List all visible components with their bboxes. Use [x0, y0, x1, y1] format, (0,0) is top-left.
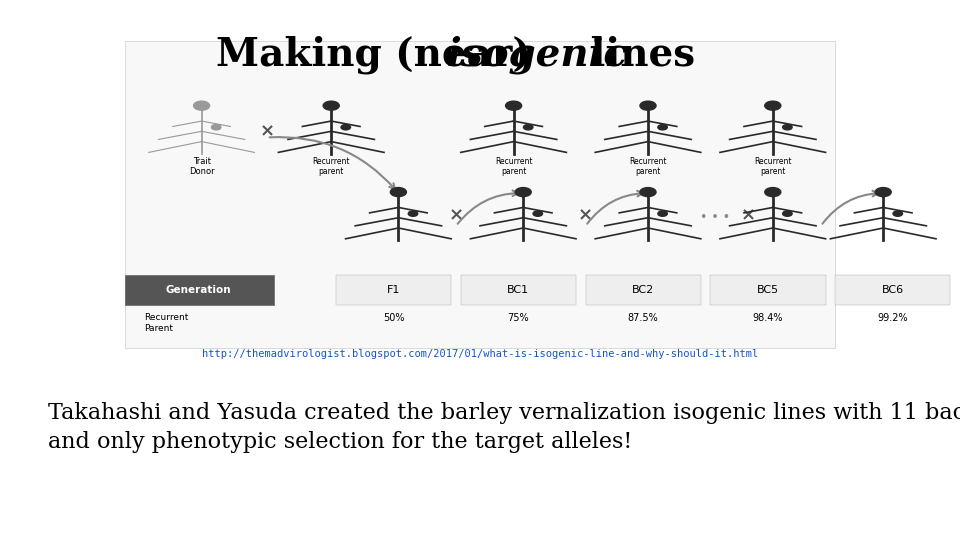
Text: 75%: 75% [508, 313, 529, 323]
Text: BC5: BC5 [756, 285, 780, 295]
Text: http://themadvirologist.blogspot.com/2017/01/what-is-isogenic-line-and-why-shoul: http://themadvirologist.blogspot.com/201… [202, 349, 758, 359]
Text: Recurrent
parent: Recurrent parent [629, 157, 667, 176]
Circle shape [523, 125, 533, 130]
Text: ×: × [578, 207, 593, 225]
Text: 87.5%: 87.5% [628, 313, 659, 323]
Text: • • •: • • • [700, 211, 731, 224]
FancyBboxPatch shape [586, 275, 701, 305]
Text: Recurrent
parent: Recurrent parent [754, 157, 792, 176]
Circle shape [506, 101, 521, 110]
FancyBboxPatch shape [461, 275, 576, 305]
FancyBboxPatch shape [125, 275, 274, 305]
Text: BC1: BC1 [507, 285, 530, 295]
Text: 50%: 50% [383, 313, 404, 323]
Circle shape [211, 125, 221, 130]
Text: Recurrent
parent: Recurrent parent [312, 157, 350, 176]
Text: ×: × [741, 207, 756, 225]
Text: Making (near): Making (near) [216, 35, 544, 73]
Text: Recurrent
Parent: Recurrent Parent [144, 313, 188, 333]
Circle shape [765, 187, 780, 197]
Text: BC6: BC6 [881, 285, 904, 295]
Circle shape [516, 187, 531, 197]
FancyBboxPatch shape [125, 40, 835, 348]
Circle shape [876, 187, 891, 197]
Text: lines: lines [577, 35, 695, 73]
Circle shape [408, 211, 418, 217]
Circle shape [341, 125, 350, 130]
Text: Trait
Donor: Trait Donor [189, 157, 214, 176]
Circle shape [640, 101, 656, 110]
Text: isogenic: isogenic [446, 35, 627, 73]
Circle shape [658, 125, 667, 130]
Circle shape [391, 187, 406, 197]
Text: Takahashi and Yasuda created the barley vernalization isogenic lines with 11 bac: Takahashi and Yasuda created the barley … [48, 402, 960, 453]
Circle shape [324, 101, 339, 110]
Circle shape [782, 211, 792, 217]
Circle shape [658, 211, 667, 217]
FancyBboxPatch shape [835, 275, 950, 305]
Text: ×: × [448, 207, 464, 225]
Circle shape [893, 211, 902, 217]
Text: 99.2%: 99.2% [877, 313, 908, 323]
Text: ×: × [259, 123, 275, 140]
FancyBboxPatch shape [710, 275, 826, 305]
FancyBboxPatch shape [336, 275, 451, 305]
Circle shape [640, 187, 656, 197]
Text: BC2: BC2 [632, 285, 655, 295]
Circle shape [533, 211, 542, 217]
Circle shape [194, 101, 209, 110]
Text: Generation: Generation [166, 285, 231, 295]
Text: F1: F1 [387, 285, 400, 295]
Circle shape [765, 101, 780, 110]
Circle shape [782, 125, 792, 130]
Text: 98.4%: 98.4% [753, 313, 783, 323]
Text: Recurrent
parent: Recurrent parent [494, 157, 533, 176]
